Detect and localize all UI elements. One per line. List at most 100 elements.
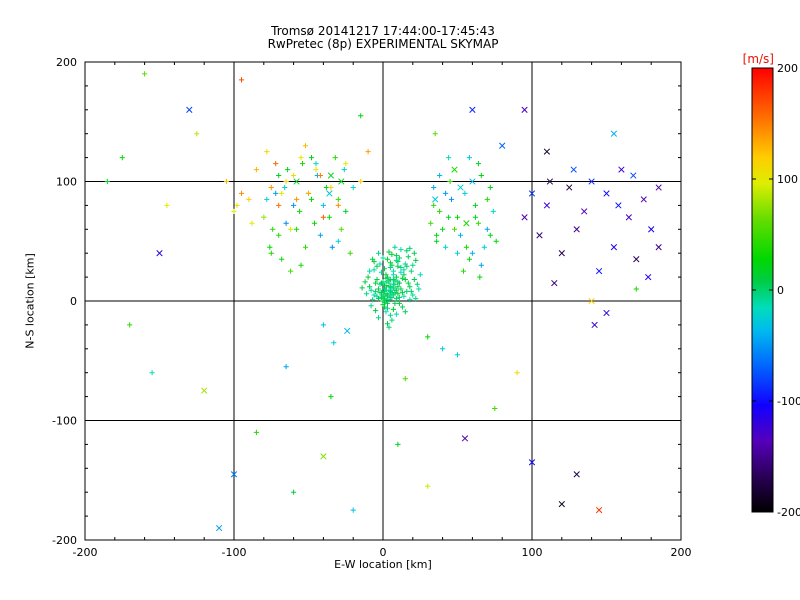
scatter-point-plus	[408, 288, 414, 294]
scatter-point-plus	[390, 281, 396, 287]
scatter-point-plus	[493, 238, 499, 244]
scatter-point-plus	[410, 292, 416, 298]
scatter-point-plus	[401, 293, 407, 299]
scatter-point-plus	[437, 172, 443, 179]
scatter-point-plus	[402, 276, 408, 283]
scatter-point-plus	[331, 340, 337, 346]
scatter-point-plus	[368, 303, 374, 309]
scatter-point-plus	[375, 315, 382, 321]
scatter-point-plus	[291, 489, 297, 495]
scatter-point-plus	[365, 149, 371, 155]
plot-border	[84, 61, 682, 541]
scatter-point-cross	[625, 214, 632, 221]
scatter-point-cross	[469, 178, 476, 185]
scatter-point-cross	[603, 190, 610, 197]
scatter-point-plus	[399, 304, 405, 310]
scatter-point-plus	[396, 255, 402, 261]
scatter-point-plus	[399, 290, 405, 296]
scatter-point-plus	[387, 260, 394, 266]
scatter-point-plus	[448, 196, 455, 202]
scatter-point-plus	[466, 256, 472, 262]
scatter-point-plus	[335, 196, 341, 202]
scatter-point-plus	[364, 291, 370, 297]
scatter-point-plus	[414, 281, 420, 287]
scatter-point-plus	[417, 272, 423, 278]
scatter-point-plus	[294, 196, 300, 202]
scatter-point-plus	[463, 244, 469, 250]
scatter-point-plus	[440, 346, 446, 352]
scatter-point-plus	[298, 155, 304, 161]
scatter-point-plus	[402, 261, 408, 267]
scatter-point-plus	[472, 202, 478, 208]
scatter-point-plus	[514, 370, 520, 376]
scatter-point-plus	[440, 226, 446, 232]
y-tick-label: 0	[70, 295, 77, 308]
scatter-point-plus	[396, 294, 402, 300]
scatter-point-plus	[285, 167, 291, 173]
scatter-point-plus	[288, 226, 294, 232]
scatter-point-plus	[447, 178, 453, 185]
scatter-point-cross	[536, 232, 543, 239]
scatter-point-plus	[383, 309, 389, 315]
scatter-point-plus	[119, 155, 125, 161]
scatter-point-plus	[454, 352, 461, 358]
scatter-point-plus	[490, 208, 496, 214]
scatter-point-plus	[410, 262, 416, 268]
scatter-point-plus	[323, 184, 329, 191]
scatter-point-plus	[446, 155, 452, 161]
scatter-point-plus	[399, 275, 405, 281]
scatter-point-plus	[390, 272, 396, 278]
scatter-point-plus	[381, 282, 388, 289]
scatter-point-cross	[603, 309, 610, 317]
scatter-point-cross	[588, 297, 595, 305]
scatter-point-plus	[425, 483, 431, 489]
chart-title: Tromsø 20141217 17:44:00-17:45:43	[271, 24, 495, 38]
scatter-point-plus	[377, 261, 383, 267]
scatter-point-plus	[384, 256, 391, 262]
scatter-point-plus	[407, 297, 413, 303]
scatter-point-plus	[383, 279, 389, 285]
scatter-point-plus	[487, 184, 493, 191]
scatter-point-plus	[451, 226, 458, 232]
scatter-point-plus	[320, 322, 326, 328]
scatter-point-plus	[389, 317, 395, 323]
scatter-point-plus	[335, 238, 341, 244]
scatter-point-plus	[253, 167, 259, 173]
scatter-point-plus	[343, 161, 349, 167]
scatter-point-plus	[443, 190, 449, 196]
scatter-point-plus	[375, 250, 382, 256]
scatter-point-plus	[386, 280, 392, 286]
scatter-point-cross	[551, 279, 558, 287]
scatter-point-plus	[393, 287, 399, 293]
scatter-point-plus	[398, 264, 404, 271]
scatter-point-plus	[380, 298, 386, 304]
x-axis-label: E-W location [km]	[334, 558, 432, 571]
scatter-point-cross	[186, 106, 193, 113]
scatter-point-plus	[384, 274, 391, 280]
scatter-point-plus	[390, 306, 396, 312]
colorbar-tick-label: -100	[777, 395, 800, 408]
scatter-point-cross	[615, 202, 622, 209]
scatter-point-plus	[350, 507, 356, 513]
scatter-point-plus	[437, 208, 443, 214]
scatter-point-cross	[543, 202, 551, 209]
scatter-point-plus	[302, 244, 309, 250]
scatter-point-plus	[371, 259, 377, 265]
scatter-point-cross	[201, 387, 208, 394]
scatter-point-plus	[395, 279, 401, 285]
scatter-point-plus	[246, 196, 252, 202]
scatter-point-plus	[273, 190, 279, 196]
scatter-point-plus	[374, 293, 380, 299]
scatter-point-plus	[387, 312, 394, 318]
y-tick-label: -200	[52, 534, 77, 547]
scatter-point-plus	[328, 184, 334, 191]
scatter-point-plus	[402, 376, 408, 382]
scatter-point-plus	[398, 269, 404, 275]
scatter-point-cross	[461, 435, 469, 442]
scatter-point-plus	[389, 251, 395, 257]
scatter-point-plus	[249, 220, 255, 226]
scatter-point-plus	[446, 214, 452, 220]
scatter-point-plus	[377, 290, 383, 296]
scatter-point-cross	[338, 178, 345, 185]
